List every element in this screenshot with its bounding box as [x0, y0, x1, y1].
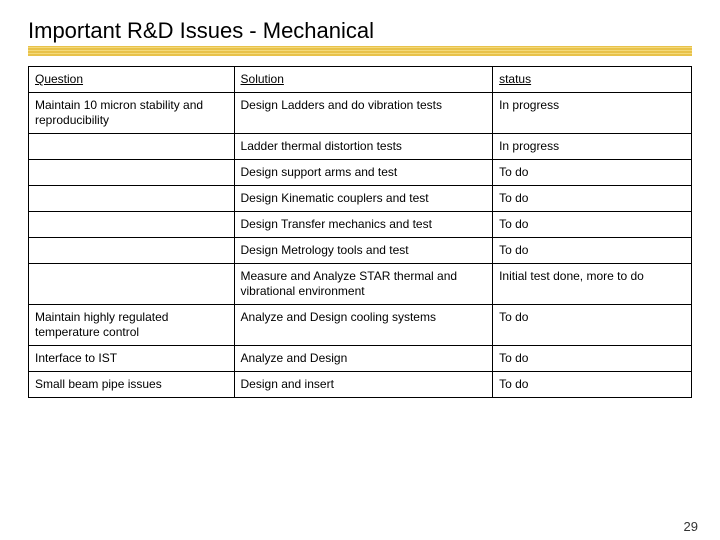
table-row: Interface to IST Analyze and Design To d…	[29, 346, 692, 372]
cell-solution: Design support arms and test	[234, 160, 493, 186]
cell-status: To do	[493, 372, 692, 398]
table-row: Small beam pipe issues Design and insert…	[29, 372, 692, 398]
cell-question	[29, 134, 235, 160]
cell-question	[29, 160, 235, 186]
header-status: status	[493, 67, 692, 93]
table-row: Ladder thermal distortion tests In progr…	[29, 134, 692, 160]
cell-solution: Design Metrology tools and test	[234, 238, 493, 264]
slide-title: Important R&D Issues - Mechanical	[28, 18, 692, 44]
table-row: Design Transfer mechanics and test To do	[29, 212, 692, 238]
cell-status: To do	[493, 346, 692, 372]
cell-solution: Measure and Analyze STAR thermal and vib…	[234, 264, 493, 305]
table-row: Design Kinematic couplers and test To do	[29, 186, 692, 212]
issues-table: Question Solution status Maintain 10 mic…	[28, 66, 692, 398]
cell-solution: Design Ladders and do vibration tests	[234, 93, 493, 134]
cell-solution: Analyze and Design cooling systems	[234, 305, 493, 346]
table-row: Measure and Analyze STAR thermal and vib…	[29, 264, 692, 305]
header-question: Question	[29, 67, 235, 93]
table-row: Design Metrology tools and test To do	[29, 238, 692, 264]
cell-question	[29, 212, 235, 238]
table-row: Maintain 10 micron stability and reprodu…	[29, 93, 692, 134]
table-row: Design support arms and test To do	[29, 160, 692, 186]
cell-solution: Analyze and Design	[234, 346, 493, 372]
cell-status: To do	[493, 238, 692, 264]
cell-solution: Ladder thermal distortion tests	[234, 134, 493, 160]
table-row: Maintain highly regulated temperature co…	[29, 305, 692, 346]
cell-question	[29, 186, 235, 212]
cell-status: In progress	[493, 134, 692, 160]
cell-status: In progress	[493, 93, 692, 134]
cell-status: To do	[493, 212, 692, 238]
cell-solution: Design Transfer mechanics and test	[234, 212, 493, 238]
cell-question: Maintain highly regulated temperature co…	[29, 305, 235, 346]
title-underline	[28, 46, 692, 56]
cell-solution: Design and insert	[234, 372, 493, 398]
cell-question	[29, 238, 235, 264]
cell-status: To do	[493, 160, 692, 186]
table-header-row: Question Solution status	[29, 67, 692, 93]
cell-question: Maintain 10 micron stability and reprodu…	[29, 93, 235, 134]
cell-question	[29, 264, 235, 305]
cell-status: To do	[493, 186, 692, 212]
cell-question: Interface to IST	[29, 346, 235, 372]
header-solution: Solution	[234, 67, 493, 93]
page-number: 29	[684, 519, 698, 534]
cell-question: Small beam pipe issues	[29, 372, 235, 398]
cell-solution: Design Kinematic couplers and test	[234, 186, 493, 212]
cell-status: To do	[493, 305, 692, 346]
table-body: Maintain 10 micron stability and reprodu…	[29, 93, 692, 398]
cell-status: Initial test done, more to do	[493, 264, 692, 305]
